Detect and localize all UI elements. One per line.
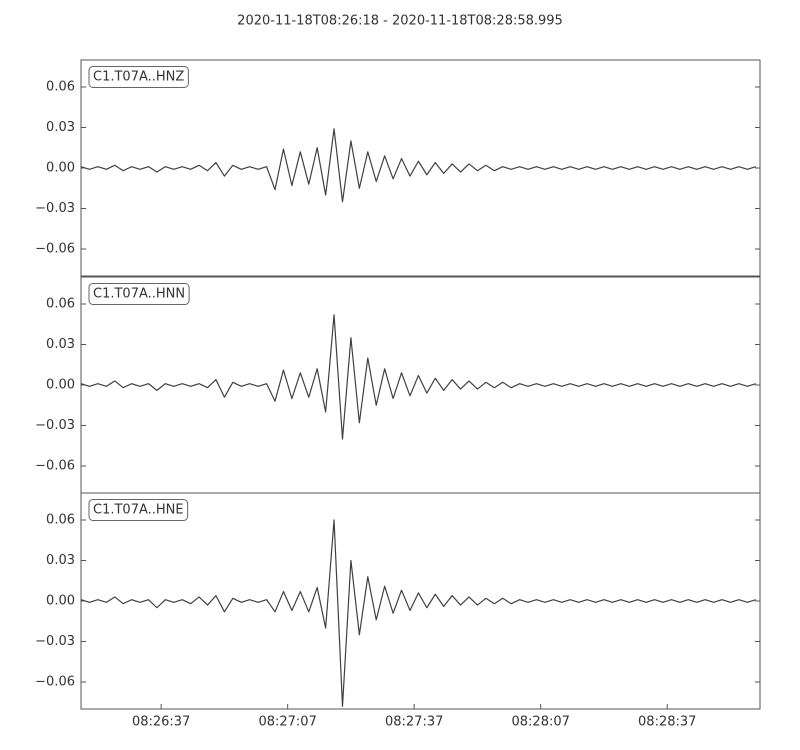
trace-label-box	[88, 283, 190, 305]
y-tick-label: −0.06	[35, 242, 75, 257]
x-tick-label: 08:27:37	[385, 715, 443, 730]
y-tick-label: 0.03	[46, 553, 75, 568]
waveform	[80, 128, 756, 203]
x-tick-label: 08:28:07	[512, 715, 570, 730]
y-tick-label: −0.03	[35, 418, 75, 433]
trace-label-box	[88, 499, 189, 521]
y-tick-label: 0.03	[46, 120, 75, 135]
y-tick-label: −0.06	[35, 459, 75, 474]
y-tick-label: 0.00	[46, 378, 75, 393]
x-tick-label: 08:26:37	[132, 715, 190, 730]
y-tick-label: 0.00	[46, 161, 75, 176]
y-tick-label: 0.03	[46, 337, 75, 352]
y-tick-label: 0.06	[46, 513, 75, 528]
y-tick-label: −0.03	[35, 634, 75, 649]
y-tick-label: 0.00	[46, 594, 75, 609]
y-tick-label: −0.06	[35, 675, 75, 690]
chart-title: 2020-11-18T08:26:18 - 2020-11-18T08:28:5…	[237, 14, 563, 29]
x-tick-label: 08:27:07	[258, 715, 316, 730]
waveform	[80, 314, 756, 440]
waveform	[80, 519, 756, 707]
y-tick-label: −0.03	[35, 201, 75, 216]
x-tick-label: 08:28:37	[638, 715, 696, 730]
trace-label: C1.T07A..HNZ	[93, 70, 184, 85]
trace-label: C1.T07A..HNN	[93, 287, 185, 302]
trace-label: C1.T07A..HNE	[93, 503, 184, 518]
trace-label-box	[88, 66, 189, 88]
y-tick-label: 0.06	[46, 297, 75, 312]
y-tick-label: 0.06	[46, 80, 75, 95]
